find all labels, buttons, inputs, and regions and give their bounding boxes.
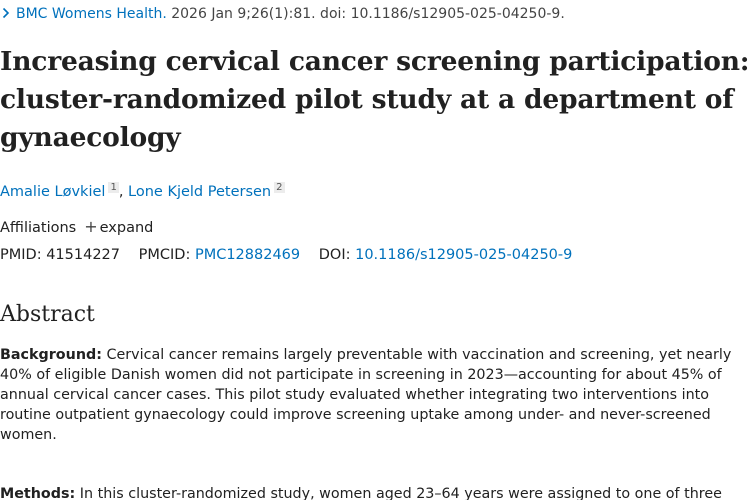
methods-label: Methods: [0,486,76,500]
abstract-line: routine outpatient gynaecology could imp… [0,407,711,423]
author-link[interactable]: Amalie Løvkiel [0,184,106,200]
abstract-background: Background: Cervical cancer remains larg… [0,345,748,445]
author-link[interactable]: Lone Kjeld Petersen [128,184,272,200]
expand-label: expand [99,220,154,236]
affiliations-label: Affiliations [0,220,77,236]
plus-icon: + [84,217,98,236]
pmcid-label: PMCID: [138,247,191,263]
pmid-label: PMID: [0,247,42,263]
journal-link[interactable]: BMC Womens Health. [16,6,167,22]
abstract-line: Methods: In this cluster-randomized stud… [0,484,748,500]
abstract-line: Background: Cervical cancer remains larg… [0,345,748,365]
pmcid-link[interactable]: PMC12882469 [194,247,301,263]
chevron-right-icon [2,7,10,19]
abstract-methods: Methods: In this cluster-randomized stud… [0,484,748,500]
abstract-line: women. [0,427,57,443]
abstract-line: annual cervical cancer cases. This pilot… [0,387,710,403]
author-separator: , [118,184,124,200]
article-title: Increasing cervical cancer screening par… [0,43,750,157]
methods-text: In this cluster-randomized study, women … [75,486,722,500]
abstract-line: 40% of eligible Danish women did not par… [0,367,722,383]
pmid-value: 41514227 [46,247,121,263]
citation-line: BMC Womens Health. 2026 Jan 9;26(1):81. … [0,4,565,24]
title-line: cluster-randomized pilot study at a depa… [0,84,734,115]
affiliation-marker[interactable]: 1 [108,182,119,193]
abstract-heading: Abstract [0,302,95,327]
doi-label: DOI: [318,247,351,263]
doi-link[interactable]: 10.1186/s12905-025-04250-9 [355,247,573,263]
affiliations-toggle[interactable]: Affiliations + expand [0,217,153,238]
identifiers-line: PMID: 41514227 PMCID: PMC12882469 DOI: 1… [0,245,572,265]
author-list: Amalie Løvkiel 1, Lone Kjeld Petersen 2 [0,178,285,202]
background-label: Background: [0,347,102,363]
affiliation-marker[interactable]: 2 [274,182,285,193]
citation-details: 2026 Jan 9;26(1):81. doi: 10.1186/s12905… [166,6,565,22]
background-text: Cervical cancer remains largely preventa… [101,347,732,363]
title-line: Increasing cervical cancer screening par… [0,46,750,77]
title-line: gynaecology [0,122,181,153]
